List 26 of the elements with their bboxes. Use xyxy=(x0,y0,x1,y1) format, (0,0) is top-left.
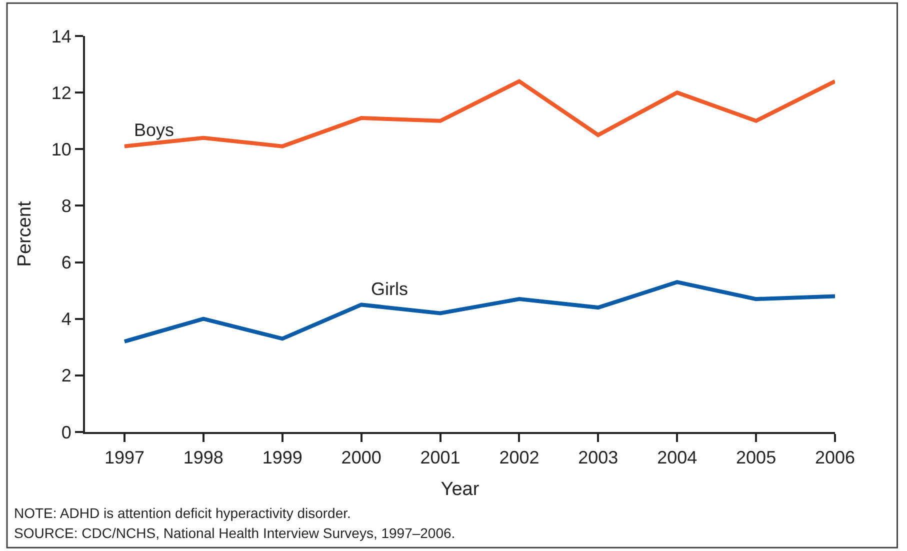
x-tick-label: 2000 xyxy=(341,448,382,468)
y-axis-title: Percent xyxy=(14,200,36,267)
x-tick-label: 2006 xyxy=(814,448,856,468)
y-tick-label: 14 xyxy=(51,26,72,46)
x-axis-title: Year xyxy=(440,478,480,500)
y-tick-label: 4 xyxy=(61,309,72,330)
x-tick-label: 2002 xyxy=(499,448,540,468)
text: NOTE: ADHD is attention deficit hyperactivity disorder. xyxy=(14,505,351,521)
line-series xyxy=(122,79,835,148)
x-tick-label: 2005 xyxy=(736,448,776,468)
y-tick-label: 10 xyxy=(51,139,72,160)
series-label: Boys xyxy=(134,120,174,140)
y-tick-label: 6 xyxy=(61,252,72,273)
x-tick-label: 1997 xyxy=(104,448,144,468)
y-tick-label: 12 xyxy=(51,82,72,103)
x-tick-label: 2003 xyxy=(578,448,618,468)
y-tick-label: 2 xyxy=(61,366,72,386)
y-tick-label: 0 xyxy=(61,422,72,442)
y-tick-label: 8 xyxy=(61,196,72,216)
line-series xyxy=(122,280,835,344)
x-tick-label: 1999 xyxy=(262,448,302,468)
x-tick-label: 1998 xyxy=(183,448,224,468)
series-label: Girls xyxy=(371,279,408,299)
x-tick-label: 2004 xyxy=(657,448,698,468)
x-tick-label: 2001 xyxy=(420,448,460,468)
source-note: SOURCE: CDC/NCHS, National Health Interview Surveys, 1997–2006. xyxy=(14,525,456,541)
